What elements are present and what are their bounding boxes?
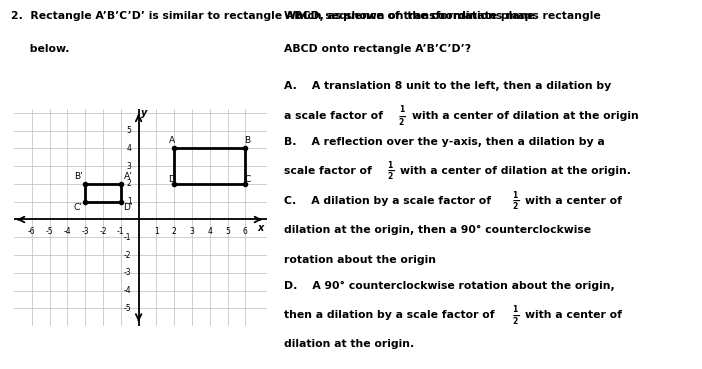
Text: -2: -2 (124, 251, 131, 259)
Text: 1: 1 (154, 227, 159, 236)
Text: dilation at the origin.: dilation at the origin. (284, 339, 415, 349)
Text: 5: 5 (225, 227, 230, 236)
Text: 1: 1 (512, 191, 517, 200)
Text: a scale factor of: a scale factor of (284, 111, 387, 121)
Text: D: D (168, 175, 175, 184)
Text: 1: 1 (388, 161, 392, 169)
Text: D’: D’ (124, 203, 133, 211)
Text: Which sequence of transformations maps rectangle: Which sequence of transformations maps r… (284, 11, 601, 21)
Text: then a dilation by a scale factor of: then a dilation by a scale factor of (284, 310, 498, 320)
Text: 1: 1 (512, 305, 517, 314)
Text: scale factor of: scale factor of (284, 166, 376, 176)
Text: -5: -5 (46, 227, 53, 236)
Text: with a center of dilation at the origin.: with a center of dilation at the origin. (400, 166, 631, 176)
Text: A: A (168, 136, 175, 145)
Text: rotation about the origin: rotation about the origin (284, 255, 437, 265)
Text: 2.  Rectangle A’B’C’D’ is similar to rectangle ABCD, as shown on the coordinate : 2. Rectangle A’B’C’D’ is similar to rect… (11, 11, 534, 21)
Text: -4: -4 (124, 286, 131, 295)
Text: —: — (512, 311, 520, 320)
Text: ABCD onto rectangle A’B’C’D’?: ABCD onto rectangle A’B’C’D’? (284, 44, 472, 54)
Text: A’: A’ (124, 172, 133, 181)
Text: 3: 3 (126, 162, 131, 170)
Text: B: B (244, 136, 251, 145)
Text: A.    A translation 8 unit to the left, then a dilation by: A. A translation 8 unit to the left, the… (284, 81, 611, 91)
Text: -5: -5 (124, 304, 131, 313)
Text: 4: 4 (207, 227, 212, 236)
Text: D.    A 90° counterclockwise rotation about the origin,: D. A 90° counterclockwise rotation about… (284, 280, 615, 290)
Text: 2: 2 (127, 179, 131, 189)
Text: 2: 2 (399, 118, 404, 127)
Text: below.: below. (11, 44, 69, 54)
Text: 3: 3 (190, 227, 194, 236)
Text: 5: 5 (126, 126, 131, 135)
Text: —: — (512, 197, 520, 206)
Text: 1: 1 (127, 197, 131, 206)
Text: —: — (399, 113, 406, 121)
Text: 1: 1 (399, 105, 404, 114)
Text: 2: 2 (512, 202, 517, 211)
Text: -1: -1 (117, 227, 124, 236)
Text: -6: -6 (28, 227, 36, 236)
Text: 2: 2 (388, 172, 392, 181)
Text: C.    A dilation by a scale factor of: C. A dilation by a scale factor of (284, 196, 495, 206)
Text: —: — (388, 167, 395, 176)
Text: -3: -3 (81, 227, 89, 236)
Text: 4: 4 (126, 144, 131, 153)
Text: -4: -4 (64, 227, 71, 236)
Text: B’: B’ (74, 172, 83, 181)
Text: -1: -1 (124, 233, 131, 242)
Text: -3: -3 (124, 268, 131, 277)
Text: with a center of: with a center of (525, 196, 622, 206)
Text: B.    A reflection over the y-axis, then a dilation by a: B. A reflection over the y-axis, then a … (284, 137, 605, 146)
Text: -2: -2 (99, 227, 107, 236)
Text: C’: C’ (74, 203, 83, 211)
Text: dilation at the origin, then a 90° counterclockwise: dilation at the origin, then a 90° count… (284, 225, 591, 235)
Text: 2: 2 (172, 227, 177, 236)
Text: x: x (258, 223, 264, 233)
Text: C: C (244, 175, 251, 184)
Text: with a center of: with a center of (525, 310, 622, 320)
Text: 2: 2 (512, 317, 517, 326)
Text: with a center of dilation at the origin: with a center of dilation at the origin (412, 111, 639, 121)
Text: y: y (141, 108, 147, 118)
Text: 6: 6 (243, 227, 248, 236)
